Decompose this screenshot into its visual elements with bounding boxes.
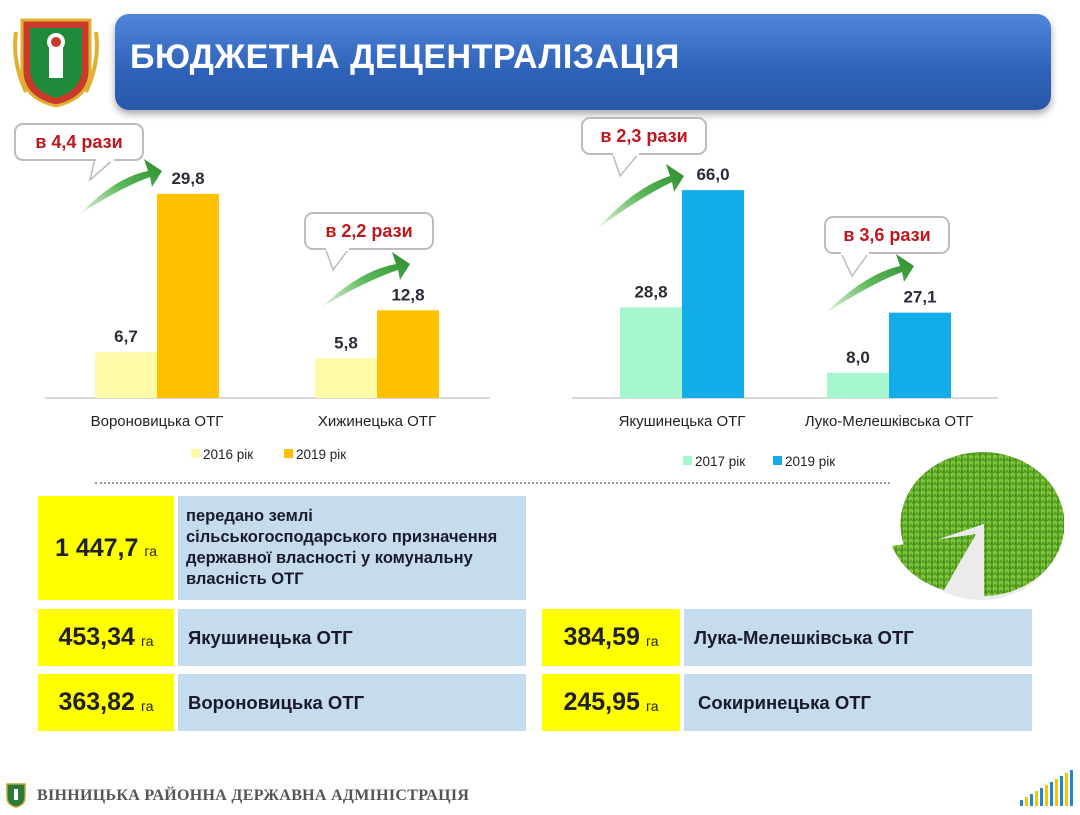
land-unit: га [645, 697, 659, 714]
footer-organization: ВІННИЦЬКА РАЙОННА ДЕРЖАВНА АДМІНІСТРАЦІЯ [37, 787, 470, 804]
data-label: 12,8 [391, 285, 424, 304]
callout-box [14, 123, 144, 161]
legend-swatch [191, 449, 200, 458]
legend-label: 2019 рік [296, 447, 346, 462]
data-label: 27,1 [903, 288, 936, 307]
land-number: 384,59 [563, 623, 640, 651]
growth-ratio-label: в 2,2 рази [325, 221, 412, 241]
callout-tail [88, 157, 116, 183]
land-unit: га [645, 632, 659, 649]
land-total-value: 1 447,7 га [38, 496, 174, 600]
legend-label: 2016 рік [203, 447, 253, 462]
growth-arrow-icon [826, 254, 914, 313]
category-label: Хижинецька ОТГ [318, 413, 436, 430]
category-label: Вороновицька ОТГ [91, 413, 224, 430]
callout-tail [324, 246, 351, 272]
callout-box [581, 117, 707, 155]
callout-join [841, 251, 869, 255]
bar [377, 310, 439, 398]
land-value-luka-meleshkivska: 384,59 га [542, 609, 680, 666]
callout-box [304, 212, 434, 250]
data-label: 8,0 [846, 348, 870, 367]
logo-bar [1065, 773, 1068, 806]
grass-pie-icon [892, 452, 1064, 600]
logo-bar [1040, 788, 1043, 806]
logo-bar [1055, 779, 1058, 806]
logo-bar [1020, 800, 1023, 806]
land-name-sokyryntsi: Сокиринецька ОТГ [684, 674, 1032, 731]
bar [95, 352, 157, 398]
logo-bar [1035, 791, 1038, 806]
logo-bar [1060, 776, 1063, 806]
callout-tail [839, 250, 871, 278]
callout-join [326, 247, 349, 251]
data-label: 28,8 [634, 282, 667, 301]
growth-arrow-icon [598, 164, 684, 228]
footer-emblem-icon [6, 783, 26, 808]
data-label: 6,7 [114, 327, 138, 346]
bar [889, 312, 951, 398]
land-value-sokyryntsi: 245,95 га [542, 674, 680, 731]
growth-callout: в 2,2 рази [304, 212, 434, 272]
data-label: 29,8 [171, 169, 204, 188]
charts-area: 6,7 29,8 Вороновицька ОТГ 5,8 12,8 Хижинецька… [14, 117, 998, 469]
growth-ratio-label: в 4,4 рази [35, 132, 122, 152]
logo-bar [1070, 770, 1073, 806]
dotted-divider [95, 482, 890, 484]
callout-box [824, 216, 950, 254]
growth-arrow-icon [322, 252, 410, 307]
land-number: 453,34 [58, 623, 135, 651]
bar [682, 190, 744, 398]
coat-of-arms-icon [13, 18, 99, 108]
legend-swatch [284, 449, 293, 458]
logo-bar [1045, 785, 1048, 806]
category-label: Якушинецька ОТГ [619, 413, 746, 430]
title-banner [115, 14, 1051, 110]
legend-swatch [683, 456, 692, 465]
page-title: БЮДЖЕТНА ДЕЦЕНТРАЛІЗАЦІЯ [130, 38, 680, 76]
land-unit: га [140, 697, 154, 714]
legend-swatch [773, 456, 782, 465]
data-label: 66,0 [696, 165, 729, 184]
decentralization-logo-icon [1020, 770, 1073, 806]
land-number: 245,95 [563, 688, 640, 716]
land-value-voronovytsia: 363,82 га [38, 674, 174, 731]
land-number: 363,82 [58, 688, 135, 716]
callout-tail [611, 151, 641, 178]
legend-label: 2017 рік [695, 454, 745, 469]
land-name-yakushyntsi: Якушинецька ОТГ [178, 609, 526, 666]
growth-arrow-icon [80, 159, 162, 214]
category-label: Луко-Мелешківська ОТГ [805, 413, 974, 430]
land-total-description: передано землі сільськогосподарського пр… [178, 496, 526, 600]
callout-join [96, 158, 114, 162]
legend-label: 2019 рік [785, 454, 835, 469]
growth-ratio-label: в 2,3 рази [600, 126, 687, 146]
bar [315, 358, 377, 398]
callout-join [613, 152, 639, 156]
logo-bar [1050, 782, 1053, 806]
land-name-luka-meleshkivska: Лука-Мелешківська ОТГ [684, 609, 1032, 666]
land-value-yakushyntsi: 453,34 га [38, 609, 174, 666]
data-label: 5,8 [334, 333, 358, 352]
bar [620, 307, 682, 398]
logo-bar [1030, 794, 1033, 806]
land-total-unit: га [144, 543, 157, 559]
bar [157, 193, 219, 398]
land-total-number: 1 447,7 [54, 533, 139, 562]
bar [827, 372, 889, 398]
logo-bar [1025, 797, 1028, 806]
land-unit: га [140, 632, 154, 649]
growth-callout: в 4,4 рази [14, 123, 144, 183]
growth-callout: в 3,6 рази [824, 216, 950, 278]
growth-callout: в 2,3 рази [581, 117, 707, 178]
land-name-voronovytsia: Вороновицька ОТГ [178, 674, 526, 731]
growth-ratio-label: в 3,6 рази [843, 225, 930, 245]
